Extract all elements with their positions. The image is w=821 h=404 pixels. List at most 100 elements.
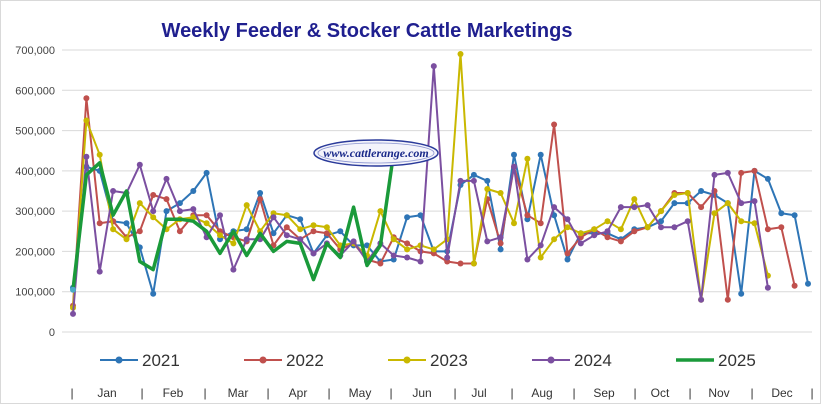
data-point: [270, 214, 277, 221]
data-point: [404, 254, 411, 261]
data-point: [484, 186, 491, 192]
data-point: [217, 232, 223, 239]
data-point: [604, 218, 611, 225]
data-point: [404, 240, 411, 247]
data-point: [511, 151, 517, 158]
data-point: [83, 95, 90, 102]
x-tick-label: Jul: [471, 386, 486, 400]
data-point: [524, 212, 531, 219]
data-point: [537, 242, 544, 249]
data-point: [497, 234, 504, 241]
legend: 2021 2022 2023 2024 2025: [100, 351, 756, 370]
y-tick-label: 700,000: [15, 45, 55, 57]
data-point: [96, 220, 103, 227]
data-point: [764, 175, 771, 182]
data-point: [243, 226, 250, 233]
legend-item-2022: 2022: [244, 351, 324, 370]
data-point: [658, 218, 664, 225]
series-line: [71, 152, 396, 290]
data-point: [430, 63, 437, 70]
data-point: [83, 117, 90, 124]
month-separator: |: [510, 386, 513, 400]
data-point: [564, 250, 571, 257]
data-point: [684, 218, 691, 225]
legend-label: 2023: [430, 351, 468, 370]
data-point: [190, 188, 197, 194]
month-separator: |: [572, 386, 575, 400]
legend-label: 2022: [286, 351, 324, 370]
data-point: [658, 208, 664, 215]
data-point: [297, 216, 304, 223]
data-point: [176, 208, 183, 215]
data-point: [524, 256, 531, 263]
data-point: [417, 258, 424, 265]
data-point: [457, 51, 464, 57]
data-point: [738, 218, 745, 225]
data-point: [764, 284, 771, 291]
data-point: [631, 228, 638, 235]
data-point: [444, 254, 451, 261]
data-point: [203, 212, 210, 219]
data-point: [778, 224, 785, 231]
data-point: [457, 177, 464, 184]
data-point: [150, 192, 157, 198]
data-point: [150, 214, 157, 221]
data-point: [163, 208, 170, 215]
data-point: [364, 242, 370, 249]
x-tick-label: Dec: [771, 386, 792, 400]
data-point: [591, 232, 598, 239]
data-point: [564, 224, 571, 231]
data-point: [791, 212, 798, 219]
x-tick-label: Jun: [412, 386, 431, 400]
data-point: [190, 206, 197, 213]
data-point: [163, 175, 170, 182]
data-point: [658, 224, 664, 231]
data-point: [591, 226, 598, 233]
data-point: [323, 224, 330, 231]
data-point: [470, 260, 477, 267]
month-separator: |: [266, 386, 269, 400]
data-point: [791, 282, 798, 289]
data-point: [270, 230, 277, 237]
data-point: [283, 232, 290, 239]
month-separator: |: [688, 386, 691, 400]
data-point: [377, 260, 384, 267]
data-point: [70, 310, 76, 317]
data-point: [323, 230, 330, 237]
data-point: [497, 190, 504, 196]
data-point: [511, 220, 517, 227]
data-point: [738, 290, 745, 297]
y-tick-label: 200,000: [15, 246, 55, 258]
data-point: [724, 169, 731, 176]
data-point: [551, 204, 558, 211]
data-point: [671, 224, 678, 231]
legend-item-2024: 2024: [532, 351, 612, 370]
data-point: [617, 204, 624, 211]
data-point: [617, 226, 624, 233]
month-separator: |: [140, 386, 143, 400]
data-point: [551, 121, 558, 128]
data-point: [564, 256, 571, 263]
month-separator: |: [453, 386, 456, 400]
x-tick-label: Feb: [163, 386, 184, 400]
data-point: [617, 238, 624, 245]
data-point: [497, 240, 504, 247]
data-point: [404, 246, 411, 253]
legend-marker: [259, 356, 267, 364]
data-point: [551, 236, 558, 243]
x-tick-label: Oct: [651, 386, 670, 400]
legend-label: 2025: [718, 351, 756, 370]
data-point: [110, 188, 117, 194]
x-tick-label: May: [349, 386, 372, 400]
data-point: [230, 266, 237, 273]
data-point: [631, 204, 638, 211]
data-point: [257, 196, 264, 203]
data-point: [805, 280, 811, 287]
data-point: [390, 252, 397, 259]
x-tick-label: Aug: [531, 386, 552, 400]
data-point: [190, 214, 197, 221]
month-separator: |: [750, 386, 753, 400]
y-tick-label: 100,000: [15, 287, 55, 299]
data-point: [430, 246, 437, 253]
